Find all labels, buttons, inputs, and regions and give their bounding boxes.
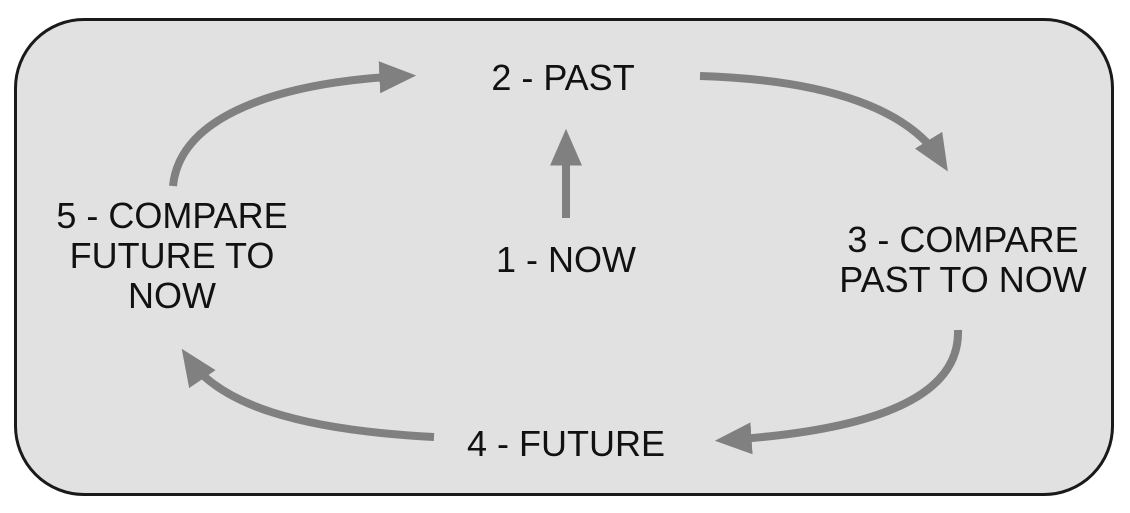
arrow-compare-future-to-past xyxy=(169,61,417,187)
diagram-panel xyxy=(14,18,1114,496)
node-past: 2 - PAST xyxy=(463,58,663,98)
node-compare-future: 5 - COMPARE FUTURE TO NOW xyxy=(42,196,302,316)
node-compare-future-line-3: NOW xyxy=(128,275,216,316)
node-compare-past-line-1: 3 - COMPARE xyxy=(847,219,1079,260)
node-compare-past: 3 - COMPARE PAST TO NOW xyxy=(828,220,1098,300)
node-future-line-1: 4 - FUTURE xyxy=(467,423,665,464)
node-compare-past-line-2: PAST TO NOW xyxy=(839,259,1087,300)
node-compare-future-line-1: 5 - COMPARE xyxy=(56,195,288,236)
arrow-compare-past-to-future xyxy=(714,329,963,455)
arrow-future-to-compare-future xyxy=(181,348,435,441)
node-now-line-1: 1 - NOW xyxy=(496,239,636,280)
node-compare-future-line-2: FUTURE TO xyxy=(69,235,275,276)
node-now: 1 - NOW xyxy=(466,240,666,280)
node-past-line-1: 2 - PAST xyxy=(491,57,635,98)
arrow-past-to-compare-past xyxy=(699,72,948,172)
node-future: 4 - FUTURE xyxy=(434,424,698,464)
